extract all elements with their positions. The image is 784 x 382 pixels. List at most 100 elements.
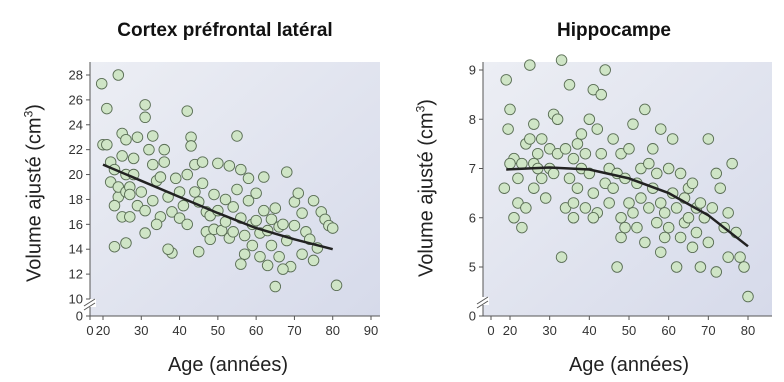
x-tick-label: 70 <box>701 323 715 338</box>
data-point <box>150 218 163 231</box>
data-point <box>139 111 151 124</box>
data-point <box>238 229 251 242</box>
data-point <box>551 113 564 125</box>
x-tick-label: 80 <box>741 323 755 338</box>
data-point <box>500 74 512 86</box>
x-axis-label: Age (années) <box>167 354 289 376</box>
data-point <box>587 187 600 199</box>
x-tick-label: 50 <box>211 323 225 338</box>
x-axis-label: Age (années) <box>568 354 690 376</box>
data-point <box>120 133 132 146</box>
y-tick-label: 9 <box>469 63 476 78</box>
y-tick-label: 22 <box>69 142 83 157</box>
data-point <box>512 172 524 185</box>
data-point <box>686 241 699 254</box>
data-point <box>623 197 635 209</box>
data-point <box>710 167 723 180</box>
data-point <box>682 211 695 224</box>
axis-break-mark <box>83 298 96 307</box>
scatter-plot: 0 5 6 7 8 9 0 20 30 40 50 60 70 80 <box>469 54 772 338</box>
data-point <box>258 204 270 217</box>
data-point <box>662 162 675 175</box>
chart-title: Cortex préfrontal latéral <box>117 20 333 41</box>
data-point <box>670 202 683 214</box>
data-point <box>181 218 193 231</box>
data-point <box>674 167 687 180</box>
y-tick-label: 16 <box>69 217 83 232</box>
data-point <box>535 133 548 145</box>
data-point <box>627 207 639 219</box>
data-point <box>242 172 255 185</box>
data-point <box>246 239 259 252</box>
axis-break-mark <box>476 296 489 305</box>
data-point <box>643 202 655 214</box>
trend-line <box>506 166 749 248</box>
data-point <box>265 239 278 252</box>
data-point <box>504 157 516 170</box>
data-point <box>154 171 167 183</box>
data-point <box>108 240 121 253</box>
data-point <box>654 197 667 209</box>
x-tick-label: 0 <box>487 323 494 338</box>
y-tick-label: 7 <box>469 161 476 176</box>
chart-panel-left: Cortex préfrontal latéral Volume ajusté … <box>22 20 380 376</box>
y-tick-label: 10 <box>69 292 83 307</box>
data-point <box>108 199 121 212</box>
y-tick-label: 5 <box>469 260 476 275</box>
x-tick-label: 60 <box>249 323 263 338</box>
data-point <box>694 197 707 209</box>
data-point <box>615 231 627 244</box>
y-tick-label: 14 <box>69 242 83 257</box>
data-point <box>658 231 671 244</box>
data-point <box>250 187 262 199</box>
data-point <box>547 167 560 180</box>
data-point <box>254 250 266 263</box>
data-point <box>532 147 544 160</box>
x-tick-label: 60 <box>661 323 675 338</box>
data-point <box>181 168 193 181</box>
data-point <box>231 130 243 142</box>
data-point <box>307 254 320 267</box>
data-point <box>101 138 113 151</box>
data-point <box>292 187 305 199</box>
plot-background <box>483 62 772 316</box>
data-point <box>607 182 619 194</box>
data-point <box>639 236 651 249</box>
x-tick-label: 90 <box>364 323 378 338</box>
data-point <box>694 261 707 273</box>
data-point <box>603 197 615 209</box>
data-point <box>571 138 584 150</box>
data-point <box>662 221 675 234</box>
data-point <box>196 177 209 190</box>
data-point <box>147 194 159 207</box>
data-point <box>706 202 719 214</box>
data-point <box>307 194 320 207</box>
data-point <box>599 64 611 76</box>
x-tick-label: 30 <box>134 323 148 338</box>
data-point <box>535 172 548 185</box>
data-point <box>288 219 301 232</box>
data-point <box>579 147 592 160</box>
data-point <box>227 226 239 238</box>
data-point <box>120 237 132 249</box>
y-tick-label: 28 <box>69 68 83 83</box>
data-point <box>166 206 178 218</box>
data-point <box>611 261 623 273</box>
data-point <box>181 105 193 117</box>
data-point <box>587 211 600 224</box>
y-tick-label: 12 <box>69 267 83 282</box>
data-point <box>162 243 174 255</box>
data-point <box>563 79 576 91</box>
data-point <box>726 157 738 170</box>
data-point <box>139 99 151 111</box>
data-point <box>158 156 171 168</box>
trend-line <box>102 163 334 251</box>
data-point <box>212 157 224 170</box>
data-point <box>595 147 607 160</box>
chart-title: Hippocampe <box>556 20 672 41</box>
y-tick-label: 0 <box>76 309 83 324</box>
axis-break-gap <box>84 299 96 307</box>
data-point <box>223 160 236 172</box>
data-point <box>277 263 289 275</box>
data-point <box>177 199 190 212</box>
